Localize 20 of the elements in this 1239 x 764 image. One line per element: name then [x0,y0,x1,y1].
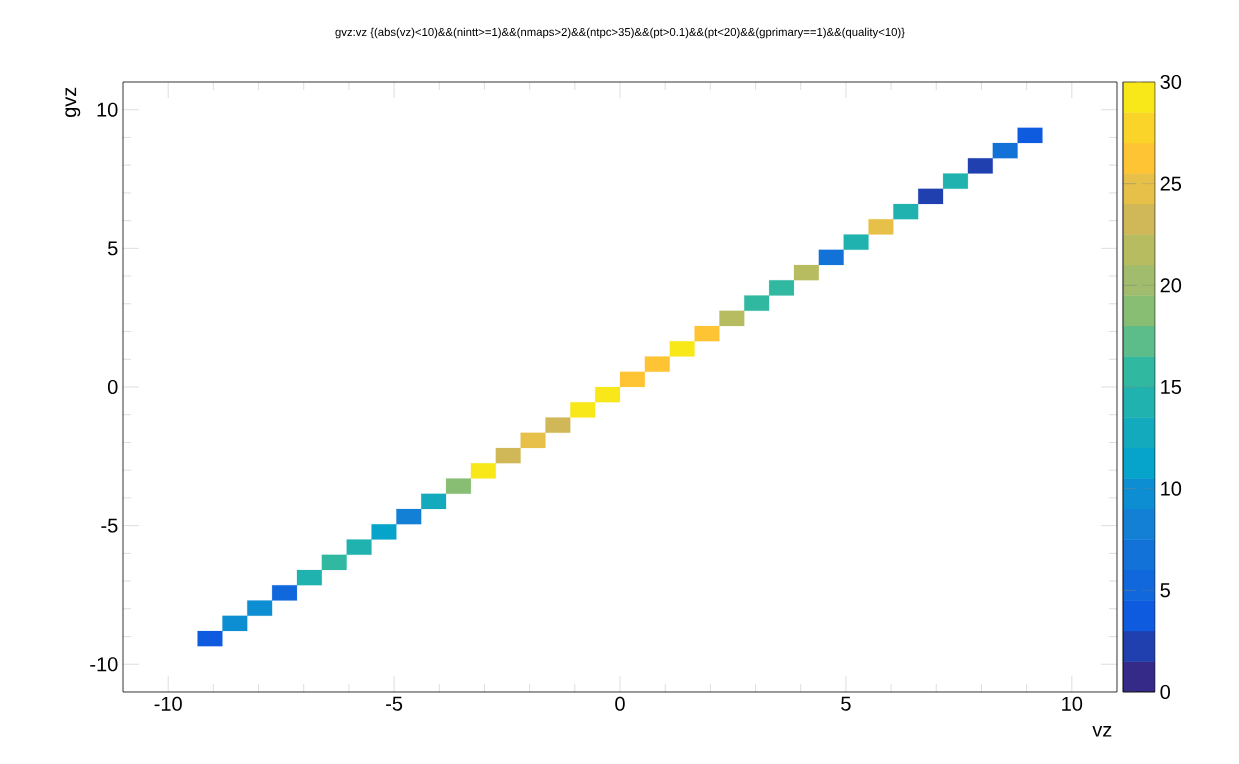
y-tick-label: 0 [107,379,118,395]
x-axis-title: vz [1092,726,1112,737]
color-bar-label: 10 [1161,481,1182,496]
color-bar-label: 30 [1160,74,1182,90]
color-bar-label: 20 [1160,278,1182,293]
x-tick-label: 0 [615,696,625,711]
x-tick-label: -5 [386,696,403,711]
color-bar-label: 5 [1160,583,1170,598]
y-axis-title: gvz [65,87,81,117]
y-tick-label: 10 [97,102,118,117]
y-tick-label: 5 [107,241,118,256]
color-bar-label: 25 [1160,176,1182,191]
x-tick-label: 5 [841,696,851,711]
color-bar-label: 0 [1160,684,1170,700]
color-bar-label: 15 [1161,380,1182,394]
y-tick-label: -10 [90,657,118,672]
y-tick-label: -5 [101,518,118,533]
x-tick-label: -10 [154,696,182,711]
chart-title: gvz:vz {(abs(vz)<10)&&(nintt>=1)&&(nmaps>2)&&(ntpc>35)&&(pt>0.1)&&(pt<20)&&(gprimary==1)&&(quality<10)} [335,27,905,39]
x-tick-label: 10 [1062,696,1083,711]
